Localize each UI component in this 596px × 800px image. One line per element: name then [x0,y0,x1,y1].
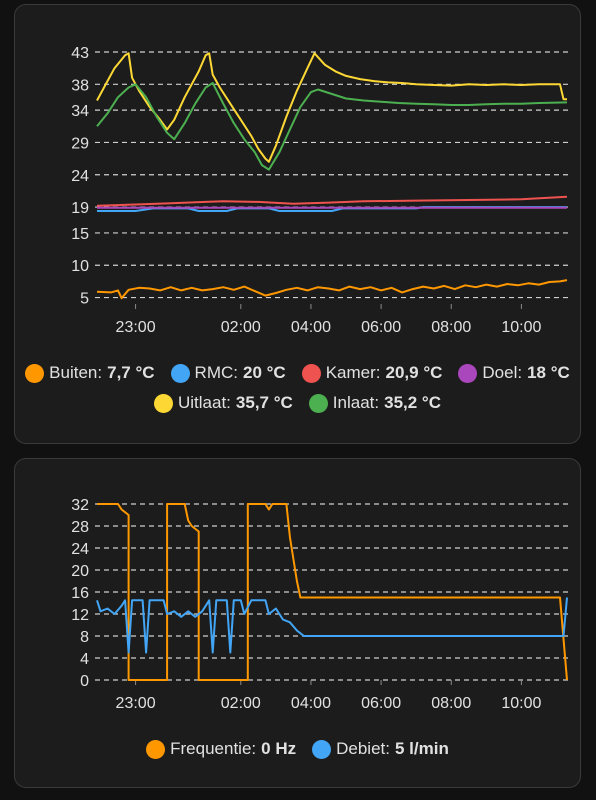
y-tick-label: 20 [71,563,89,580]
y-tick-label: 24 [71,541,89,558]
legend-label: Doel: [482,363,523,382]
legend-item-kamer[interactable]: Kamer: 20,9 °C [301,361,443,385]
y-tick-label: 8 [80,629,89,646]
legend-value: 35,2 °C [384,393,441,412]
legend-label: Inlaat: [332,393,380,412]
y-tick-label: 16 [71,585,89,602]
x-tick-label: 02:00 [221,319,261,336]
legend-value: 5 l/min [394,739,449,758]
legend-item-doel[interactable]: Doel: 18 °C [458,361,570,385]
series-line-kamer[interactable] [96,195,568,207]
legend-item-buiten[interactable]: Buiten: 7,7 °C [25,361,155,385]
series-line-buiten[interactable] [96,279,568,300]
series-line-uitlaat[interactable] [96,52,567,163]
y-tick-label: 19 [71,200,89,217]
x-tick-label: 10:00 [501,319,541,336]
x-tick-label: 10:00 [501,695,541,712]
x-tick-label: 06:00 [361,695,401,712]
legend-value: 0 Hz [261,739,297,758]
y-tick-label: 0 [80,673,89,690]
legend-label: Debiet: [336,739,390,758]
x-tick-label: 04:00 [291,695,331,712]
compressor-legend: Frequentie: 0 Hz Debiet: 5 l/min [15,737,580,767]
legend-label: Buiten: [49,363,103,382]
legend-dot-icon [301,363,321,383]
series-line-inlaat[interactable] [96,82,568,171]
y-tick-label: 34 [71,103,89,120]
x-tick-label: 23:00 [116,695,156,712]
temperature-legend: Buiten: 7,7 °C RMC: 20 °C Kamer: 20,9 °C Doel:… [15,361,580,421]
y-tick-label: 15 [71,226,89,243]
y-tick-label: 29 [71,135,89,152]
x-tick-label: 04:00 [291,319,331,336]
y-tick-label: 24 [71,168,89,185]
legend-value: 7,7 °C [107,363,155,382]
y-tick-label: 32 [71,497,89,514]
legend-dot-icon [25,363,45,383]
series-line-debiet[interactable] [96,597,568,654]
legend-label: Uitlaat: [177,393,231,412]
y-tick-label: 12 [71,607,89,624]
x-tick-label: 06:00 [361,319,401,336]
y-tick-label: 4 [80,651,89,668]
y-tick-label: 28 [71,519,89,536]
legend-value: 20 °C [243,363,286,382]
y-tick-label: 10 [71,258,89,275]
legend-dot-icon [312,739,332,759]
y-tick-label: 38 [71,77,89,94]
series-line-frequentie[interactable] [97,503,568,681]
legend-item-rmc[interactable]: RMC: 20 °C [170,361,286,385]
y-tick-label: 43 [71,45,89,62]
legend-dot-icon [308,393,328,413]
legend-dot-icon [153,393,173,413]
legend-dot-icon [170,363,190,383]
x-tick-label: 08:00 [431,695,471,712]
legend-dot-icon [146,739,166,759]
legend-item-uitlaat[interactable]: Uitlaat: 35,7 °C [153,391,293,415]
x-tick-label: 23:00 [116,319,156,336]
temperature-chart[interactable]: 43 38 34 29 24 19 15 10 5 23:00 02:00 04:00 06:00 08:… [15,5,582,345]
legend-item-frequentie[interactable]: Frequentie: 0 Hz [146,737,296,761]
x-tick-label: 02:00 [221,695,261,712]
legend-value: 20,9 °C [385,363,443,382]
legend-item-debiet[interactable]: Debiet: 5 l/min [312,737,449,761]
y-tick-label: 5 [80,291,89,308]
legend-value: 35,7 °C [235,393,293,412]
x-tick-label: 08:00 [431,319,471,336]
legend-value: 18 °C [527,363,570,382]
legend-item-inlaat[interactable]: Inlaat: 35,2 °C [308,391,441,415]
legend-label: RMC: [194,363,238,382]
compressor-chart[interactable]: 32 28 24 20 16 12 8 4 0 23:00 02:00 04:00 06:00 08:00… [15,459,582,729]
legend-label: Kamer: [325,363,381,382]
compressor-chart-card: 32 28 24 20 16 12 8 4 0 23:00 02:00 04:00 06:00 08:00… [14,458,581,788]
legend-label: Frequentie: [170,739,257,758]
legend-dot-icon [458,363,478,383]
temperature-chart-card: 43 38 34 29 24 19 15 10 5 23:00 02:00 04:00 06:00 08:… [14,4,581,444]
